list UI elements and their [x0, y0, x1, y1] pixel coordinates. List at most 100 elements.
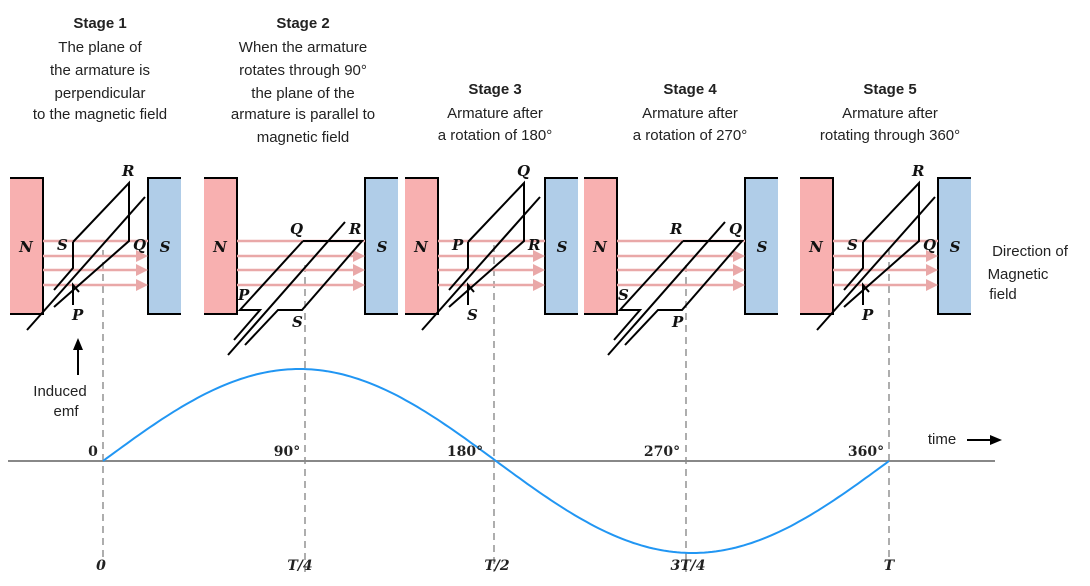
- north-label: N: [212, 238, 228, 256]
- field-arrow-icon: [136, 264, 148, 276]
- coil-label: P: [671, 313, 684, 331]
- stage-3-armature: N SQP RS: [405, 162, 578, 331]
- north-label: N: [808, 238, 824, 256]
- south-label: S: [557, 238, 568, 256]
- angle-label: 360°: [848, 444, 884, 460]
- caption-line: perpendicular: [55, 85, 146, 102]
- south-label: S: [757, 238, 768, 256]
- armature-coil: [816, 180, 936, 331]
- field-arrow-icon: [353, 264, 365, 276]
- stage-4-caption: Stage 4 Armature after a rotation of 270…: [633, 81, 747, 144]
- field-arrow-icon: [926, 250, 938, 262]
- coil-label: R: [527, 236, 540, 254]
- time-label: time: [928, 431, 956, 448]
- stage-title: Stage 3: [468, 81, 521, 98]
- emf-label: Induced: [33, 383, 86, 400]
- field-arrow-icon: [353, 250, 365, 262]
- stage-3-caption: Stage 3 Armature after a rotation of 180…: [438, 81, 552, 144]
- field-arrow-icon: [136, 250, 148, 262]
- south-pole-magnet: [365, 178, 398, 314]
- time-tick: T/2: [484, 558, 510, 574]
- stage-1-caption: Stage 1 The plane of the armature is per…: [33, 15, 167, 123]
- caption-line: a rotation of 270°: [633, 127, 747, 144]
- field-arrow-icon: [926, 279, 938, 291]
- stage-1-armature: N SRS QP: [10, 162, 181, 331]
- coil-label: S: [618, 286, 629, 304]
- field-arrow-icon: [733, 250, 745, 262]
- coil-label: S: [847, 236, 858, 254]
- south-pole-magnet: [545, 178, 578, 314]
- stage-2-caption: Stage 2 When the armature rotates throug…: [231, 15, 375, 146]
- stage-5-armature: N SRS QP: [800, 162, 971, 331]
- coil-label: Q: [729, 220, 742, 238]
- caption-line: rotates through 90°: [239, 62, 367, 79]
- caption-line: the armature is: [50, 62, 150, 79]
- field-arrow-icon: [136, 279, 148, 291]
- coil-label: P: [451, 236, 464, 254]
- south-label: S: [950, 238, 961, 256]
- caption-line: Armature after: [842, 105, 938, 122]
- phase-guides: [102, 245, 890, 572]
- north-label: N: [18, 238, 34, 256]
- south-label: S: [377, 238, 388, 256]
- caption-line: Armature after: [642, 105, 738, 122]
- coil-label: P: [71, 306, 84, 324]
- field-label-line: Magnetic: [988, 266, 1049, 283]
- arrow-right-icon: [990, 435, 1002, 445]
- coil-label: R: [348, 220, 361, 238]
- caption-line: the plane of the: [251, 85, 354, 102]
- stage-title: Stage 4: [663, 81, 717, 98]
- field-arrow-icon: [733, 264, 745, 276]
- time-tick: T/4: [287, 558, 312, 574]
- coil-label: Q: [517, 162, 530, 180]
- coil-label: R: [121, 162, 134, 180]
- north-pole-magnet: [800, 178, 833, 314]
- coil-label: R: [911, 162, 924, 180]
- north-label: N: [592, 238, 608, 256]
- coil-label: Q: [133, 236, 146, 254]
- caption-line: rotating through 360°: [820, 127, 960, 144]
- caption-line: Armature after: [447, 105, 543, 122]
- north-pole-magnet: [10, 178, 43, 314]
- angle-label: 270°: [644, 444, 680, 460]
- north-pole-magnet: [405, 178, 438, 314]
- caption-line: armature is parallel to: [231, 106, 375, 123]
- south-pole-magnet: [745, 178, 778, 314]
- field-arrow-icon: [533, 264, 545, 276]
- armature-coil: [26, 180, 146, 331]
- field-arrow-icon: [533, 279, 545, 291]
- stage-title: Stage 2: [276, 15, 329, 32]
- south-pole-magnet: [148, 178, 181, 314]
- arrow-up-icon: [73, 338, 83, 350]
- stage-title: Stage 1: [73, 15, 126, 32]
- field-arrow-icon: [733, 279, 745, 291]
- field-label-line: field: [989, 286, 1017, 303]
- coil-label: P: [861, 306, 874, 324]
- south-pole-magnet: [938, 178, 971, 314]
- caption-line: a rotation of 180°: [438, 127, 552, 144]
- stage-title: Stage 5: [863, 81, 916, 98]
- angle-label: 90°: [274, 444, 300, 460]
- south-label: S: [160, 238, 171, 256]
- stage-5-caption: Stage 5 Armature after rotating through …: [820, 81, 960, 144]
- coil-label: R: [669, 220, 682, 238]
- field-arrow-icon: [926, 264, 938, 276]
- coil-label: Q: [290, 220, 303, 238]
- armature-coil: [227, 221, 365, 356]
- time-tick: 3T/4: [670, 558, 705, 574]
- field-direction-label: Direction of Magnetic field: [988, 243, 1069, 303]
- emf-label: emf: [53, 403, 79, 420]
- stage-4-armature: N SR QSP: [584, 177, 778, 356]
- field-label-line: Direction of: [992, 243, 1069, 260]
- stage-2-armature: N S Q R P S: [204, 177, 398, 356]
- angle-label: 0: [88, 444, 98, 460]
- coil-label: Q: [923, 236, 936, 254]
- caption-line: The plane of: [58, 39, 142, 56]
- armature-coil: [607, 221, 745, 356]
- angle-labels: 0 90° 180° 270° 360°: [88, 444, 884, 460]
- angle-label: 180°: [447, 444, 483, 460]
- coil-label: P: [237, 286, 250, 304]
- caption-line: When the armature: [239, 39, 367, 56]
